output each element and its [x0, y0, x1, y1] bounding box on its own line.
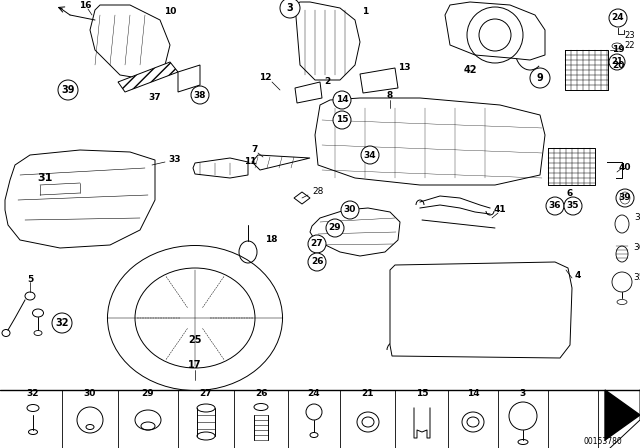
- Text: 3: 3: [287, 3, 293, 13]
- Text: 20: 20: [612, 60, 624, 69]
- Text: 19: 19: [612, 46, 624, 55]
- Text: 18: 18: [265, 236, 278, 245]
- Text: 13: 13: [398, 64, 410, 73]
- Text: 11: 11: [244, 158, 256, 167]
- Text: 17: 17: [188, 360, 202, 370]
- Circle shape: [326, 219, 344, 237]
- Circle shape: [191, 86, 209, 104]
- Polygon shape: [295, 2, 360, 80]
- Text: 12: 12: [259, 73, 271, 82]
- Polygon shape: [315, 98, 545, 185]
- Text: 25: 25: [188, 335, 202, 345]
- Text: 39: 39: [619, 194, 631, 202]
- Text: 36: 36: [633, 244, 640, 253]
- Polygon shape: [118, 62, 178, 92]
- Text: 7: 7: [252, 146, 258, 155]
- Text: 29: 29: [141, 389, 154, 399]
- Text: 41: 41: [493, 206, 506, 215]
- Text: 16: 16: [79, 1, 92, 10]
- Text: 30: 30: [344, 206, 356, 215]
- Polygon shape: [90, 5, 170, 80]
- Circle shape: [546, 197, 564, 215]
- Circle shape: [333, 111, 351, 129]
- Text: 4: 4: [575, 271, 581, 280]
- Text: 32: 32: [55, 318, 68, 328]
- Text: 5: 5: [27, 276, 33, 284]
- Text: 26: 26: [311, 258, 323, 267]
- Text: 39: 39: [61, 85, 75, 95]
- Text: 38: 38: [634, 214, 640, 223]
- Circle shape: [308, 253, 326, 271]
- Text: 15: 15: [336, 116, 348, 125]
- Text: 35: 35: [633, 273, 640, 283]
- Text: 33: 33: [169, 155, 181, 164]
- Text: 3: 3: [520, 389, 526, 399]
- Text: 9: 9: [536, 73, 543, 83]
- Polygon shape: [252, 155, 310, 170]
- Text: 15: 15: [416, 389, 428, 399]
- Polygon shape: [5, 150, 155, 248]
- Circle shape: [280, 0, 300, 18]
- Text: 29: 29: [329, 224, 341, 233]
- Polygon shape: [295, 82, 322, 103]
- Text: 38: 38: [194, 90, 206, 99]
- Text: 24: 24: [612, 13, 624, 22]
- Polygon shape: [605, 390, 640, 440]
- Polygon shape: [445, 2, 545, 60]
- Text: 24: 24: [308, 389, 320, 399]
- Text: 34: 34: [364, 151, 376, 159]
- Circle shape: [52, 313, 72, 333]
- Text: 22: 22: [624, 42, 634, 51]
- Text: 8: 8: [387, 91, 393, 100]
- Text: 26: 26: [255, 389, 268, 399]
- Text: 42: 42: [463, 65, 477, 75]
- Text: 40: 40: [619, 164, 631, 172]
- Text: 23: 23: [624, 31, 635, 40]
- Text: 21: 21: [362, 389, 374, 399]
- Text: 32: 32: [27, 389, 39, 399]
- Polygon shape: [193, 158, 248, 178]
- Text: 35: 35: [567, 202, 579, 211]
- Text: 36: 36: [548, 202, 561, 211]
- Polygon shape: [360, 68, 398, 93]
- Text: 27: 27: [310, 240, 323, 249]
- Polygon shape: [310, 208, 400, 256]
- Text: 2: 2: [324, 78, 330, 86]
- Text: 10: 10: [164, 8, 176, 17]
- Circle shape: [616, 189, 634, 207]
- Text: 00153780: 00153780: [583, 436, 622, 445]
- Text: 27: 27: [200, 389, 212, 399]
- Text: 1: 1: [362, 8, 368, 17]
- Text: 37: 37: [148, 94, 161, 103]
- Text: 21: 21: [611, 57, 623, 66]
- Text: 6: 6: [567, 189, 573, 198]
- Text: 14: 14: [467, 389, 479, 399]
- Circle shape: [609, 54, 625, 70]
- Text: 30: 30: [84, 389, 96, 399]
- Circle shape: [609, 9, 627, 27]
- Circle shape: [308, 235, 326, 253]
- Circle shape: [564, 197, 582, 215]
- Circle shape: [333, 91, 351, 109]
- Text: 31: 31: [37, 173, 52, 183]
- Circle shape: [361, 146, 379, 164]
- Circle shape: [530, 68, 550, 88]
- Text: 28: 28: [312, 188, 323, 197]
- Text: 14: 14: [336, 95, 348, 104]
- Circle shape: [58, 80, 78, 100]
- Polygon shape: [390, 262, 572, 358]
- Polygon shape: [178, 65, 200, 92]
- Circle shape: [341, 201, 359, 219]
